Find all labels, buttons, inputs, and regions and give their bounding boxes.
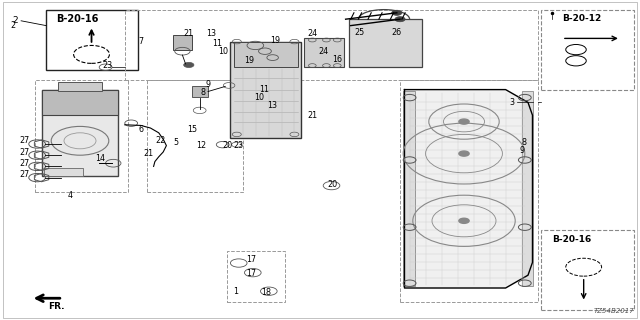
Text: 22: 22 — [155, 136, 165, 145]
Text: FR.: FR. — [48, 302, 65, 311]
Text: 9: 9 — [519, 146, 524, 155]
Text: 12: 12 — [196, 141, 207, 150]
Text: 24: 24 — [318, 47, 328, 56]
Text: 10: 10 — [254, 93, 264, 102]
Circle shape — [459, 151, 469, 156]
Bar — [35, 80, 128, 192]
Bar — [227, 251, 285, 302]
Text: 4: 4 — [68, 191, 73, 200]
Circle shape — [395, 17, 405, 22]
Circle shape — [459, 218, 469, 223]
Text: B-20-12: B-20-12 — [562, 14, 601, 23]
Text: 8: 8 — [521, 138, 526, 147]
Bar — [125, 10, 538, 80]
Bar — [173, 35, 192, 50]
Text: 23: 23 — [102, 61, 113, 70]
Circle shape — [392, 10, 402, 15]
Text: B-20-16: B-20-16 — [56, 14, 99, 24]
Text: 11: 11 — [259, 85, 269, 94]
Circle shape — [459, 119, 469, 124]
Text: 16: 16 — [332, 55, 342, 64]
Text: 17: 17 — [246, 269, 257, 278]
Text: 25: 25 — [355, 28, 365, 36]
Polygon shape — [404, 90, 532, 288]
Text: 15: 15 — [187, 125, 197, 134]
Text: 7: 7 — [138, 37, 143, 46]
Bar — [42, 90, 118, 176]
Text: 23: 23 — [234, 141, 244, 150]
Circle shape — [184, 62, 194, 68]
Bar — [234, 42, 298, 67]
Text: 27: 27 — [19, 148, 29, 156]
Bar — [541, 10, 634, 90]
Text: 27: 27 — [19, 170, 29, 179]
Text: 18: 18 — [261, 288, 271, 297]
Text: 14: 14 — [95, 154, 106, 163]
Text: 3: 3 — [509, 98, 515, 107]
Text: 21: 21 — [184, 29, 194, 38]
Text: 5: 5 — [173, 138, 179, 147]
Text: 8: 8 — [200, 88, 205, 97]
Text: 9: 9 — [205, 80, 211, 89]
Text: 1: 1 — [233, 287, 238, 296]
Text: 6: 6 — [138, 125, 143, 134]
Text: 26: 26 — [392, 28, 402, 36]
Bar — [44, 168, 83, 176]
Text: TZ54B2017: TZ54B2017 — [594, 308, 635, 314]
Text: 20: 20 — [222, 141, 232, 150]
Text: 17: 17 — [246, 255, 257, 264]
Bar — [192, 86, 208, 97]
Text: 19: 19 — [270, 36, 280, 44]
Text: 21: 21 — [143, 149, 154, 158]
Bar — [403, 91, 415, 286]
Bar — [349, 19, 422, 67]
Text: 24: 24 — [307, 29, 317, 38]
Bar — [541, 230, 634, 310]
Text: 13: 13 — [267, 101, 277, 110]
Text: B-20-16: B-20-16 — [552, 235, 591, 244]
Text: 10: 10 — [218, 47, 228, 56]
Text: 27: 27 — [19, 136, 29, 145]
Text: 21: 21 — [307, 111, 317, 120]
Bar — [522, 91, 533, 286]
Bar — [147, 80, 243, 192]
Bar — [304, 38, 344, 67]
Bar — [46, 10, 138, 70]
Bar — [400, 80, 538, 302]
Bar — [230, 42, 301, 138]
Text: 20: 20 — [328, 180, 338, 188]
Text: 13: 13 — [206, 29, 216, 38]
Text: 19: 19 — [244, 56, 255, 65]
Text: 2: 2 — [10, 21, 15, 30]
Text: 11: 11 — [212, 39, 223, 48]
Bar — [42, 90, 118, 115]
Text: 27: 27 — [19, 159, 29, 168]
Text: 2: 2 — [13, 16, 19, 25]
Bar — [58, 82, 102, 91]
